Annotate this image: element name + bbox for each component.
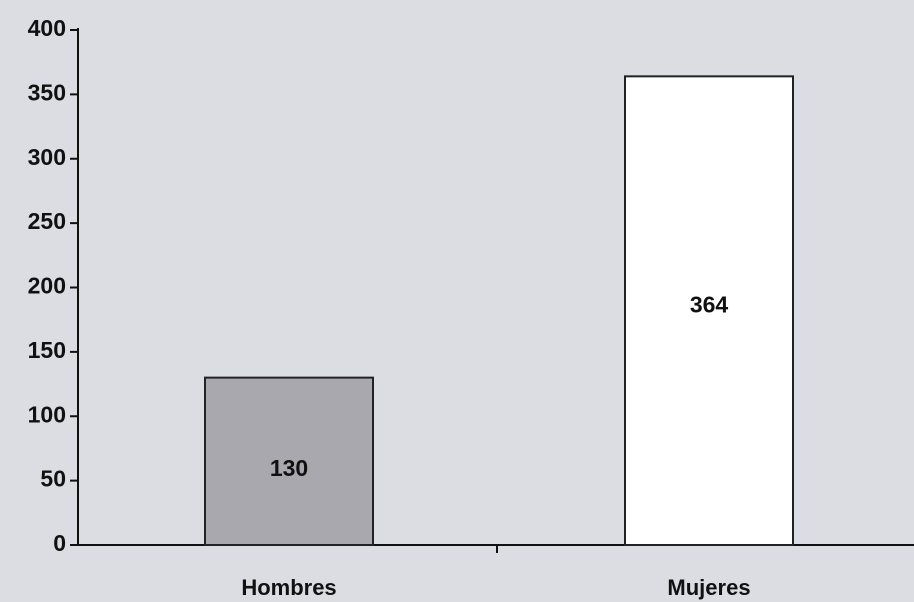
y-tick-label: 150 [28,337,66,363]
y-tick-label: 50 [40,466,66,492]
y-tick-label: 250 [28,208,66,234]
bar [624,75,794,546]
y-tick-label: 0 [53,530,66,556]
x-tick-label: Hombres [241,575,336,600]
y-tick-label: 400 [28,15,66,41]
y-tick-label: 200 [28,273,66,299]
x-tick-label: Mujeres [667,575,750,600]
y-tick-label: 100 [28,401,66,427]
bar [204,376,374,546]
value-label: 130 [270,455,308,481]
y-tick-label: 300 [28,144,66,170]
y-tick-label: 350 [28,79,66,105]
value-label: 364 [690,291,729,317]
